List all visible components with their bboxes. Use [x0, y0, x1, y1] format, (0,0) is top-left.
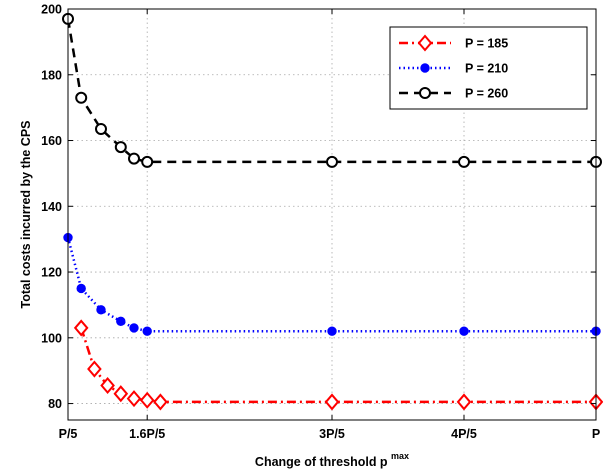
data-point-marker	[324, 393, 340, 411]
tick-layer: 80 100 120 140 160 180 200 P/5 1.6P/5 3P/5 4P/5 P	[41, 3, 600, 442]
data-point-marker	[141, 155, 154, 168]
y-tick-label: 100	[41, 331, 62, 345]
data-point-marker	[139, 391, 155, 409]
y-tick-label: 180	[41, 68, 62, 82]
data-point-marker	[76, 283, 86, 294]
x-tick-label: 4P/5	[451, 427, 477, 441]
data-point-marker	[456, 393, 472, 411]
data-point-marker	[459, 326, 469, 336]
y-tick-label: 160	[41, 134, 62, 148]
series-line	[80, 327, 596, 404]
data-point-marker	[114, 141, 127, 154]
legend-marker	[420, 63, 430, 73]
series-p-260	[62, 12, 602, 168]
x-tick-label: P/5	[59, 427, 78, 441]
y-tick-label: 140	[41, 200, 62, 214]
data-point-marker	[100, 376, 115, 395]
data-point-marker	[327, 326, 337, 336]
legend-label: P = 260	[465, 87, 508, 101]
y-tick-label: 120	[41, 266, 62, 280]
y-tick-label: 200	[41, 3, 62, 17]
data-point-marker	[73, 319, 89, 337]
data-point-marker	[87, 360, 102, 378]
series-layer	[62, 12, 603, 411]
x-tick-label: 3P/5	[319, 427, 345, 441]
data-point-marker	[116, 316, 126, 327]
data-point-marker	[142, 326, 152, 336]
data-point-marker	[95, 123, 107, 136]
y-axis-label: Total costs incurred by the CPS	[19, 120, 33, 308]
data-point-marker	[113, 385, 129, 403]
series-p-185	[73, 319, 603, 411]
legend-label: P = 210	[465, 62, 508, 76]
data-point-marker	[128, 152, 140, 165]
legend: P = 185 P = 210 P = 260	[389, 26, 588, 110]
x-axis-label: Change of threshold p max	[255, 451, 409, 469]
series-p-210	[63, 232, 601, 336]
data-point-marker	[326, 155, 338, 168]
data-point-marker	[75, 91, 88, 104]
legend-label: P = 185	[465, 37, 508, 51]
legend-marker	[417, 34, 433, 52]
data-point-marker	[153, 393, 168, 411]
data-point-marker	[129, 323, 139, 333]
series-line	[66, 18, 596, 164]
x-axis-label-main: Change of threshold p	[255, 455, 388, 469]
y-tick-label: 80	[48, 397, 62, 411]
x-tick-label: P	[592, 427, 600, 441]
x-axis-label-superscript: max	[391, 451, 409, 461]
series-line	[66, 237, 596, 333]
data-point-marker	[458, 155, 470, 168]
data-point-marker	[126, 390, 142, 408]
legend-marker	[419, 87, 431, 99]
data-point-marker	[96, 305, 106, 315]
x-tick-label: 1.6P/5	[129, 427, 165, 441]
